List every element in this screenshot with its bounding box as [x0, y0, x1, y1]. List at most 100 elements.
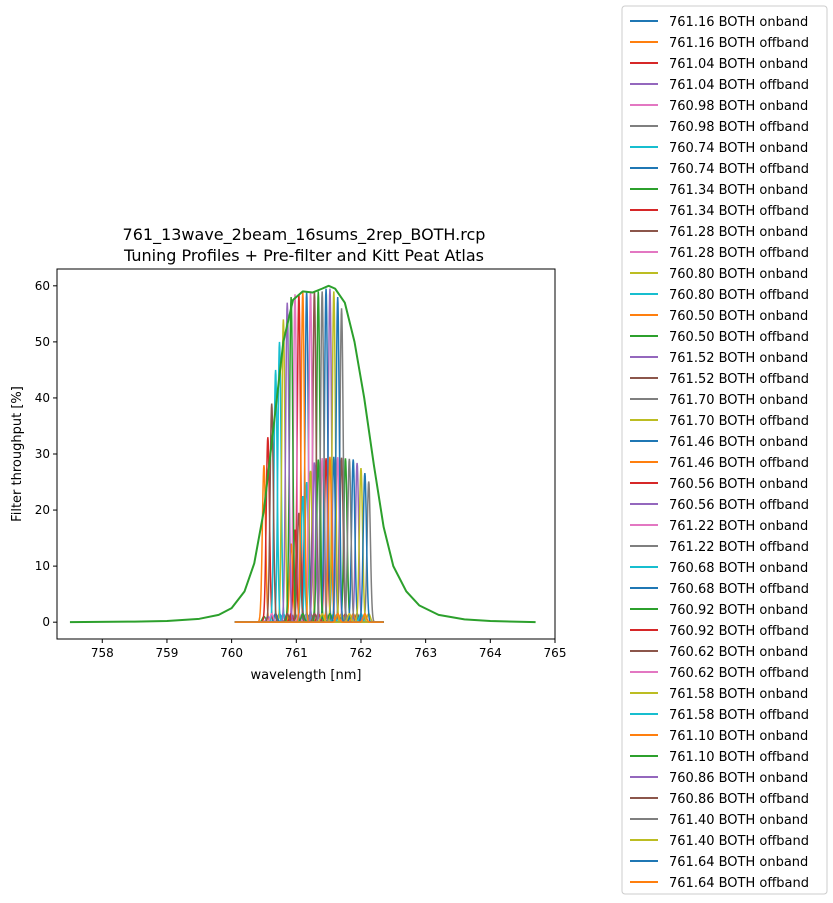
legend-item: 760.56 BOTH offband: [630, 498, 809, 513]
legend-label: 761.34 BOTH offband: [669, 204, 809, 219]
legend-label: 761.46 BOTH onband: [669, 435, 808, 450]
y-tick-label: 10: [35, 559, 50, 573]
y-tick-label: 60: [35, 279, 50, 293]
legend-item: 761.10 BOTH offband: [630, 750, 809, 765]
legend-item: 760.92 BOTH offband: [630, 624, 809, 639]
legend-label: 761.22 BOTH onband: [669, 519, 808, 534]
legend-item: 761.64 BOTH onband: [630, 855, 808, 870]
x-tick-label: 758: [91, 646, 114, 660]
x-tick-label: 761: [285, 646, 308, 660]
legend-item: 761.58 BOTH offband: [630, 708, 809, 723]
legend-label: 760.86 BOTH onband: [669, 771, 808, 786]
legend-item: 761.04 BOTH offband: [630, 78, 809, 93]
legend-item: 761.22 BOTH offband: [630, 540, 809, 555]
legend-label: 761.64 BOTH onband: [669, 855, 808, 870]
legend-item: 761.40 BOTH offband: [630, 834, 809, 849]
legend-item: 761.16 BOTH offband: [630, 36, 809, 51]
legend-label: 761.58 BOTH offband: [669, 708, 809, 723]
legend-item: 761.46 BOTH offband: [630, 456, 809, 471]
series-line: [234, 612, 384, 623]
legend-label: 761.22 BOTH offband: [669, 540, 809, 555]
legend-label: 761.28 BOTH offband: [669, 246, 809, 261]
legend-label: 760.74 BOTH offband: [669, 162, 809, 177]
y-tick-label: 30: [35, 447, 50, 461]
legend-items: 761.16 BOTH onband 761.16 BOTH offband 761…: [630, 15, 809, 891]
legend-item: 760.98 BOTH offband: [630, 120, 809, 135]
legend-label: 760.74 BOTH onband: [669, 141, 808, 156]
legend-item: 760.50 BOTH offband: [630, 330, 809, 345]
legend-item: 761.52 BOTH onband: [630, 351, 808, 366]
x-tick-label: 765: [544, 646, 567, 660]
x-tick-label: 764: [479, 646, 502, 660]
legend-label: 760.50 BOTH offband: [669, 330, 809, 345]
y-axis: 0 10 20 30 40 50 60: [35, 279, 57, 629]
legend-item: 760.68 BOTH onband: [630, 561, 808, 576]
legend-label: 760.68 BOTH offband: [669, 582, 809, 597]
legend-item: 760.86 BOTH onband: [630, 771, 808, 786]
legend-item: 761.04 BOTH onband: [630, 57, 808, 72]
legend-item: 760.74 BOTH offband: [630, 162, 809, 177]
y-axis-label: Filter throughput [%]: [10, 386, 25, 522]
prefilter-line: [69, 284, 536, 624]
legend-label: 760.86 BOTH offband: [669, 792, 809, 807]
legend-frame: [621, 5, 828, 895]
legend-item: 761.46 BOTH onband: [630, 435, 808, 450]
legend-item: 761.64 BOTH offband: [630, 876, 809, 891]
legend-label: 761.28 BOTH onband: [669, 225, 808, 240]
legend-item: 761.70 BOTH offband: [630, 414, 809, 429]
legend-label: 760.92 BOTH onband: [669, 603, 808, 618]
legend-item: 761.34 BOTH offband: [630, 204, 809, 219]
legend-label: 760.98 BOTH onband: [669, 99, 808, 114]
legend-item: 760.68 BOTH offband: [630, 582, 809, 597]
legend-item: 760.62 BOTH onband: [630, 645, 808, 660]
legend-item: 760.62 BOTH offband: [630, 666, 809, 681]
x-axis-label: wavelength [nm]: [251, 668, 362, 683]
legend-item: 760.56 BOTH onband: [630, 477, 808, 492]
legend-item: 760.74 BOTH onband: [630, 141, 808, 156]
legend-label: 760.80 BOTH offband: [669, 288, 809, 303]
legend-item: 761.70 BOTH onband: [630, 393, 808, 408]
legend-item: 761.34 BOTH onband: [630, 183, 808, 198]
x-tick-label: 762: [350, 646, 373, 660]
legend-label: 760.50 BOTH onband: [669, 309, 808, 324]
legend: 761.16 BOTH onband 761.16 BOTH offband 761…: [621, 5, 828, 895]
legend-label: 760.62 BOTH onband: [669, 645, 808, 660]
legend-item: 761.58 BOTH onband: [630, 687, 808, 702]
x-tick-label: 763: [414, 646, 437, 660]
legend-label: 761.10 BOTH offband: [669, 750, 809, 765]
legend-label: 761.52 BOTH offband: [669, 372, 809, 387]
legend-label: 760.98 BOTH offband: [669, 120, 809, 135]
legend-item: 761.22 BOTH onband: [630, 519, 808, 534]
y-tick-label: 20: [35, 503, 50, 517]
legend-item: 760.92 BOTH onband: [630, 603, 808, 618]
legend-label: 761.10 BOTH onband: [669, 729, 808, 744]
legend-item: 760.98 BOTH onband: [630, 99, 808, 114]
legend-label: 761.58 BOTH onband: [669, 687, 808, 702]
legend-label: 761.16 BOTH onband: [669, 15, 808, 30]
legend-item: 761.28 BOTH offband: [630, 246, 809, 261]
legend-label: 760.80 BOTH onband: [669, 267, 808, 282]
legend-label: 761.16 BOTH offband: [669, 36, 809, 51]
legend-label: 760.92 BOTH offband: [669, 624, 809, 639]
legend-item: 761.10 BOTH onband: [630, 729, 808, 744]
legend-item: 760.80 BOTH onband: [630, 267, 808, 282]
legend-label: 761.40 BOTH onband: [669, 813, 808, 828]
legend-item: 761.52 BOTH offband: [630, 372, 809, 387]
plot-area: 758 759 760 761 762 763 764 765 0 10 20 30 40 50 60: [35, 268, 567, 660]
y-tick-label: 50: [35, 335, 50, 349]
legend-label: 761.04 BOTH onband: [669, 57, 808, 72]
legend-label: 761.64 BOTH offband: [669, 876, 809, 891]
legend-label: 761.52 BOTH onband: [669, 351, 808, 366]
legend-label: 761.70 BOTH onband: [669, 393, 808, 408]
legend-label: 761.40 BOTH offband: [669, 834, 809, 849]
legend-item: 761.16 BOTH onband: [630, 15, 808, 30]
x-tick-label: 759: [155, 646, 178, 660]
y-tick-label: 0: [42, 615, 50, 629]
legend-label: 760.56 BOTH offband: [669, 498, 809, 513]
legend-label: 760.68 BOTH onband: [669, 561, 808, 576]
legend-item: 761.40 BOTH onband: [630, 813, 808, 828]
legend-label: 760.56 BOTH onband: [669, 477, 808, 492]
legend-label: 761.46 BOTH offband: [669, 456, 809, 471]
legend-item: 761.28 BOTH onband: [630, 225, 808, 240]
